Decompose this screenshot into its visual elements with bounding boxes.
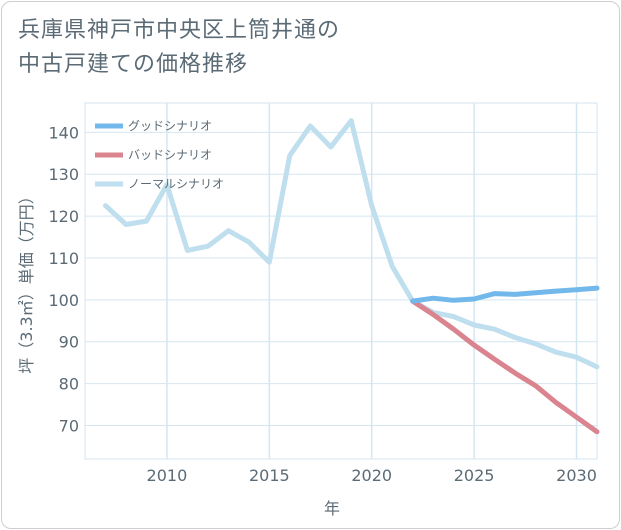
y-tick-130: 130: [48, 165, 79, 184]
title-line-2: 中古戸建ての価格推移: [18, 52, 249, 77]
y-tick-80: 80: [59, 375, 79, 394]
series-line-good: [410, 285, 600, 304]
y-tick-110: 110: [48, 249, 79, 268]
legend-label-good: グッドシナリオ: [128, 119, 212, 133]
x-tick-2015: 2015: [249, 466, 290, 485]
y-tick-70: 70: [59, 416, 79, 435]
x-tick-2025: 2025: [454, 466, 495, 485]
plot-area: [84, 102, 598, 460]
legend-label-normal: ノーマルシナリオ: [128, 177, 224, 191]
x-tick-2030: 2030: [556, 466, 597, 485]
y-tick-120: 120: [48, 207, 79, 226]
legend-label-bad: バッドシナリオ: [128, 148, 212, 162]
x-tick-2010: 2010: [147, 466, 188, 485]
x-gridlines: [166, 103, 578, 459]
y-tick-100: 100: [48, 291, 79, 310]
title-line-1: 兵庫県神戸市中央区上筒井通の: [18, 18, 341, 43]
chart-title: 兵庫県神戸市中央区上筒井通の 中古戸建ての価格推移: [18, 14, 578, 82]
y-axis-label: 坪（3.3㎡）単価（万円）: [17, 188, 36, 373]
series-line-bad: [410, 298, 600, 435]
y-tick-140: 140: [48, 123, 79, 142]
y-gridlines: [85, 131, 597, 426]
y-tick-labels: 70 80 90 100 110 120 130 140: [48, 123, 79, 435]
series-line-normal: [103, 118, 600, 370]
x-tick-2020: 2020: [351, 466, 392, 485]
series-layer: [103, 118, 600, 435]
x-tick-labels: 2010 2015 2020 2025 2030: [147, 466, 597, 485]
x-axis-label: 年: [324, 499, 340, 518]
y-tick-90: 90: [59, 333, 79, 352]
